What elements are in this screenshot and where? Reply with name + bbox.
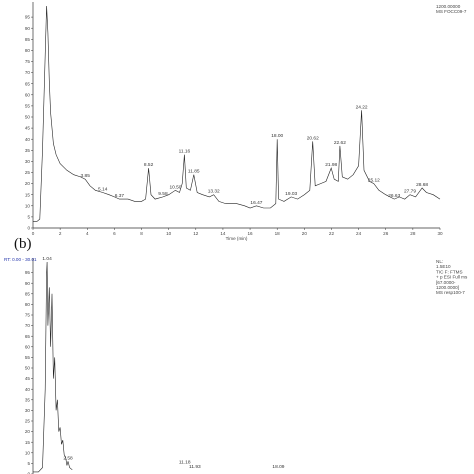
peak-label: 13.32 <box>208 189 220 195</box>
y-tick-label: 15 <box>25 192 31 197</box>
peak-label: 2.58 <box>63 455 73 461</box>
y-tick-label: 5 <box>27 461 30 466</box>
y-tick-label: 5 <box>27 215 30 220</box>
x-tick-label: 2 <box>59 231 62 236</box>
x-tick-label: 16 <box>248 231 254 236</box>
peak-label: 25.12 <box>368 178 380 184</box>
y-tick-label: 40 <box>25 137 31 142</box>
info-text: 1200.00000 <box>436 4 461 9</box>
peak-label: 28.68 <box>416 182 428 188</box>
peak-label: 21.98 <box>325 162 337 168</box>
info-text: + p ESI Full ms <box>436 275 468 280</box>
y-tick-label: 45 <box>25 376 31 381</box>
info-text: 1200.0000] <box>436 285 459 290</box>
peak-label: 19.03 <box>285 191 297 197</box>
series-line-a-0 <box>33 5 441 222</box>
peak-label: 11.16 <box>179 149 191 155</box>
x-tick-label: 6 <box>113 231 116 236</box>
x-tick-label: 30 <box>437 231 443 236</box>
y-tick-label: 50 <box>25 366 31 371</box>
y-tick-label: 70 <box>25 70 31 75</box>
y-tick-label: 65 <box>25 334 31 339</box>
peak-label: 11.18 <box>179 460 191 466</box>
peak-label: 1.04 <box>42 256 52 262</box>
peak-label: 16.47 <box>250 200 262 206</box>
info-text: MS FOCC09-7 <box>436 9 467 14</box>
y-tick-label: 10 <box>25 203 31 208</box>
x-tick-label: 18 <box>275 231 281 236</box>
peak-label: 24.22 <box>356 104 368 110</box>
y-tick-label: 20 <box>25 429 31 434</box>
info-text: MS resp100-7 <box>436 290 465 295</box>
x-axis-label: Time (min) <box>226 236 248 241</box>
peak-label: 18.09 <box>272 464 284 470</box>
info-text: NL: <box>436 259 443 264</box>
peak-label: 20.62 <box>307 135 319 141</box>
y-tick-label: 85 <box>25 291 31 296</box>
info-text: TIC F: FTMS <box>436 269 463 274</box>
y-tick-label: 35 <box>25 148 31 153</box>
y-tick-label: 60 <box>25 344 31 349</box>
y-tick-label: 85 <box>25 37 31 42</box>
y-tick-label: 30 <box>25 408 31 413</box>
y-tick-label: 45 <box>25 126 31 131</box>
info-text: 1.5E10 <box>436 264 451 269</box>
peak-label: 9.58 <box>158 191 168 197</box>
x-tick-label: 12 <box>193 231 199 236</box>
series-line-b-0 <box>33 261 73 473</box>
chart-panel-b: 0 5 10 15 20 25 30 35 40 45 50 55 60 65 70 75 80 85 90 95 1.… <box>4 256 468 474</box>
y-tick-label: 90 <box>25 281 31 286</box>
peak-label: 22.62 <box>334 140 346 146</box>
y-tick-label: 15 <box>25 440 31 445</box>
peak-label: 5.14 <box>98 186 108 192</box>
y-tick-label: 80 <box>25 302 31 307</box>
x-tick-label: 26 <box>383 231 389 236</box>
y-tick-label: 25 <box>25 170 31 175</box>
panel-label-b: (b) <box>14 236 32 252</box>
peak-label: 6.37 <box>115 193 125 199</box>
x-tick-label: 28 <box>410 231 416 236</box>
peak-label: 26.63 <box>388 193 400 199</box>
x-tick-label: 0 <box>32 231 35 236</box>
y-tick-label: 55 <box>25 355 31 360</box>
chart-panel-a: 0 5 10 15 20 25 30 35 40 45 50 55 60 65 70 75 80 85 90 95 0 2… <box>25 2 467 241</box>
y-tick-label: 90 <box>25 26 31 31</box>
peak-label: 8.52 <box>144 162 154 168</box>
peak-label: 11.93 <box>189 464 201 470</box>
y-tick-label: 70 <box>25 323 31 328</box>
x-tick-label: 20 <box>302 231 308 236</box>
y-tick-label: 75 <box>25 59 31 64</box>
y-tick-label: 75 <box>25 313 31 318</box>
y-tick-label: 40 <box>25 387 31 392</box>
y-tick-label: 55 <box>25 104 31 109</box>
y-tick-label: 0 <box>27 472 30 474</box>
x-tick-label: 4 <box>86 231 89 236</box>
x-tick-label: 8 <box>140 231 143 236</box>
y-tick-label: 0 <box>27 226 30 231</box>
y-tick-label: 35 <box>25 397 31 402</box>
y-tick-label: 80 <box>25 48 31 53</box>
y-tick-label: 50 <box>25 115 31 120</box>
peak-label: 18.00 <box>271 133 283 139</box>
y-tick-label: 10 <box>25 450 31 455</box>
y-tick-label: 20 <box>25 181 31 186</box>
peak-label: 10.50 <box>169 184 181 190</box>
x-tick-label: 24 <box>356 231 362 236</box>
y-tick-label: 95 <box>25 270 31 275</box>
info-text: [67.0000- <box>436 280 456 285</box>
x-tick-label: 14 <box>220 231 226 236</box>
rt-range-label: RT: 0.00 - 30.01 <box>4 257 37 262</box>
y-tick-label: 25 <box>25 419 31 424</box>
y-tick-label: 95 <box>25 15 31 20</box>
y-tick-label: 65 <box>25 81 31 86</box>
peak-label: 11.85 <box>188 169 200 175</box>
x-tick-label: 22 <box>329 231 335 236</box>
y-tick-label: 30 <box>25 159 31 164</box>
peak-label: 3.85 <box>81 173 91 179</box>
peak-label: 27.79 <box>404 189 416 195</box>
y-tick-label: 60 <box>25 92 31 97</box>
x-tick-label: 10 <box>166 231 172 236</box>
